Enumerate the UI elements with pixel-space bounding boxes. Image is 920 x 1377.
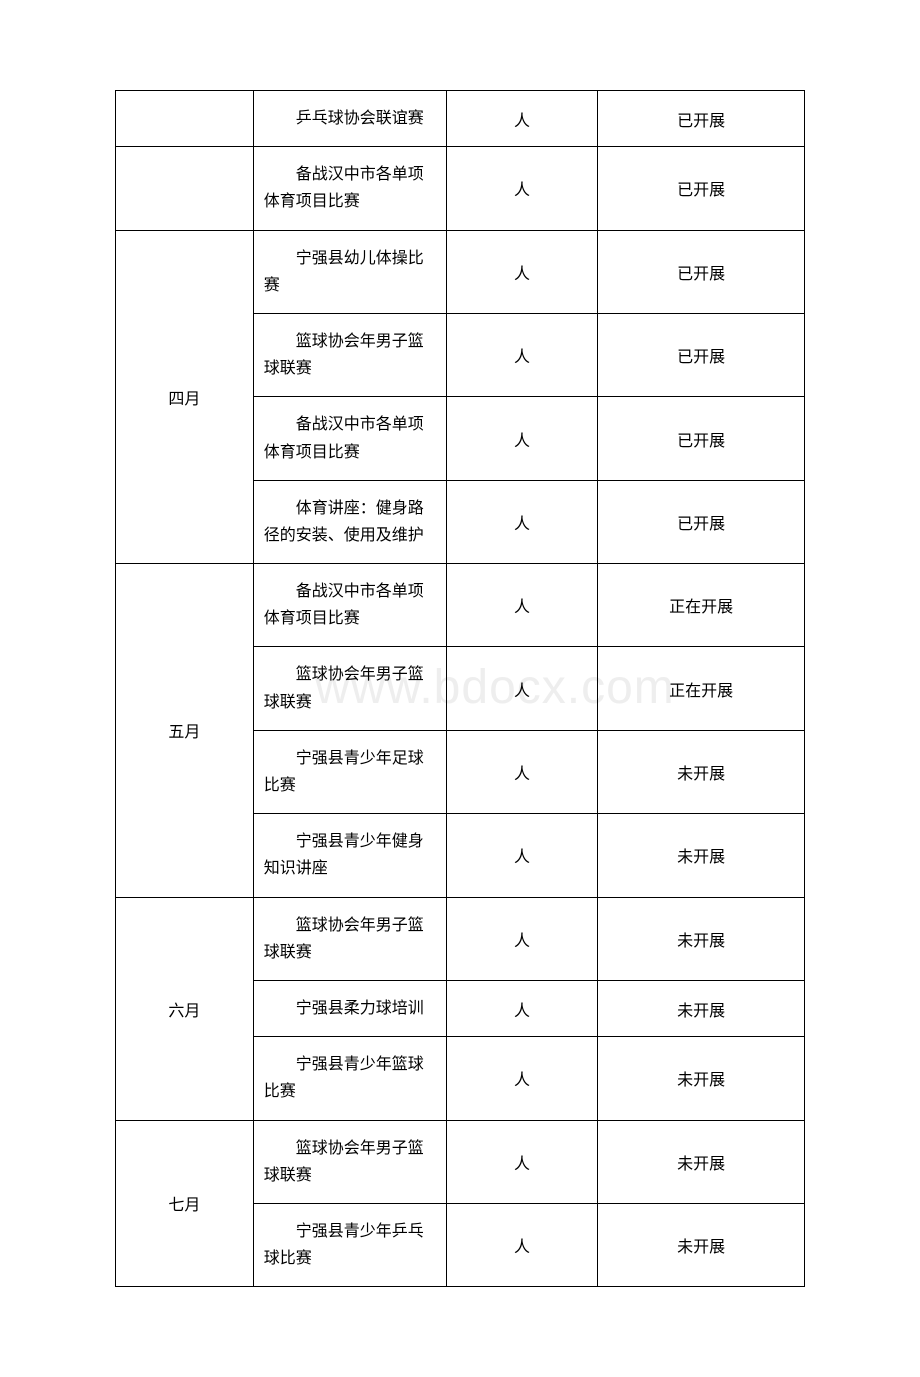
event-text: 乒乓球协会联谊赛 [264, 105, 424, 132]
status-cell: 未开展 [598, 814, 805, 897]
event-text: 篮球协会年男子篮球联赛 [264, 1135, 436, 1189]
table-body: 乒乓球协会联谊赛 人 已开展 备战汉中市各单项体育项目比赛 人 已开展 四月 宁… [116, 91, 805, 1287]
page-container: www.bdocx.com 乒乓球协会联谊赛 人 已开展 备战汉中市各单项体育项… [115, 90, 805, 1287]
event-cell: 备战汉中市各单项体育项目比赛 [253, 147, 446, 230]
table-row: 四月 宁强县幼儿体操比赛 人 已开展 [116, 230, 805, 313]
status-cell: 已开展 [598, 147, 805, 230]
status-cell: 已开展 [598, 480, 805, 563]
event-cell: 宁强县青少年篮球比赛 [253, 1037, 446, 1120]
people-cell: 人 [446, 1120, 598, 1203]
event-text: 备战汉中市各单项体育项目比赛 [264, 161, 436, 215]
event-cell: 体育讲座：健身路径的安装、使用及维护 [253, 480, 446, 563]
status-cell: 未开展 [598, 1120, 805, 1203]
people-cell: 人 [446, 230, 598, 313]
people-cell: 人 [446, 91, 598, 147]
table-row: 备战汉中市各单项体育项目比赛 人 已开展 [116, 147, 805, 230]
status-cell: 未开展 [598, 897, 805, 980]
table-row: 七月 篮球协会年男子篮球联赛 人 未开展 [116, 1120, 805, 1203]
table-row: 六月 篮球协会年男子篮球联赛 人 未开展 [116, 897, 805, 980]
people-cell: 人 [446, 147, 598, 230]
event-cell: 宁强县青少年足球比赛 [253, 730, 446, 813]
event-text: 宁强县青少年篮球比赛 [264, 1051, 436, 1105]
table-row: 五月 备战汉中市各单项体育项目比赛 人 正在开展 [116, 564, 805, 647]
status-cell: 已开展 [598, 313, 805, 396]
schedule-table: 乒乓球协会联谊赛 人 已开展 备战汉中市各单项体育项目比赛 人 已开展 四月 宁… [115, 90, 805, 1287]
table-row: 乒乓球协会联谊赛 人 已开展 [116, 91, 805, 147]
status-cell: 未开展 [598, 1203, 805, 1286]
month-cell: 七月 [116, 1120, 254, 1287]
event-cell: 篮球协会年男子篮球联赛 [253, 1120, 446, 1203]
event-text: 体育讲座：健身路径的安装、使用及维护 [264, 495, 436, 549]
status-cell: 未开展 [598, 1037, 805, 1120]
people-cell: 人 [446, 313, 598, 396]
event-cell: 宁强县青少年乒乓球比赛 [253, 1203, 446, 1286]
event-text: 宁强县青少年乒乓球比赛 [264, 1218, 436, 1272]
people-cell: 人 [446, 647, 598, 730]
status-cell: 未开展 [598, 980, 805, 1036]
event-cell: 备战汉中市各单项体育项目比赛 [253, 564, 446, 647]
event-cell: 乒乓球协会联谊赛 [253, 91, 446, 147]
event-text: 备战汉中市各单项体育项目比赛 [264, 411, 436, 465]
event-text: 宁强县青少年健身知识讲座 [264, 828, 436, 882]
month-cell: 四月 [116, 230, 254, 564]
people-cell: 人 [446, 397, 598, 480]
event-cell: 宁强县柔力球培训 [253, 980, 446, 1036]
event-cell: 篮球协会年男子篮球联赛 [253, 313, 446, 396]
people-cell: 人 [446, 814, 598, 897]
event-cell: 篮球协会年男子篮球联赛 [253, 647, 446, 730]
event-text: 宁强县青少年足球比赛 [264, 745, 436, 799]
status-cell: 正在开展 [598, 564, 805, 647]
people-cell: 人 [446, 980, 598, 1036]
people-cell: 人 [446, 480, 598, 563]
event-text: 篮球协会年男子篮球联赛 [264, 661, 436, 715]
month-cell [116, 91, 254, 147]
month-cell: 六月 [116, 897, 254, 1120]
people-cell: 人 [446, 730, 598, 813]
event-text: 备战汉中市各单项体育项目比赛 [264, 578, 436, 632]
people-cell: 人 [446, 1203, 598, 1286]
event-cell: 宁强县青少年健身知识讲座 [253, 814, 446, 897]
event-cell: 篮球协会年男子篮球联赛 [253, 897, 446, 980]
event-text: 篮球协会年男子篮球联赛 [264, 328, 436, 382]
month-cell [116, 147, 254, 230]
people-cell: 人 [446, 1037, 598, 1120]
status-cell: 已开展 [598, 91, 805, 147]
status-cell: 已开展 [598, 230, 805, 313]
event-text: 宁强县幼儿体操比赛 [264, 245, 436, 299]
event-cell: 备战汉中市各单项体育项目比赛 [253, 397, 446, 480]
status-cell: 未开展 [598, 730, 805, 813]
people-cell: 人 [446, 564, 598, 647]
event-cell: 宁强县幼儿体操比赛 [253, 230, 446, 313]
status-cell: 正在开展 [598, 647, 805, 730]
event-text: 宁强县柔力球培训 [264, 995, 424, 1022]
status-cell: 已开展 [598, 397, 805, 480]
month-cell: 五月 [116, 564, 254, 898]
event-text: 篮球协会年男子篮球联赛 [264, 912, 436, 966]
people-cell: 人 [446, 897, 598, 980]
